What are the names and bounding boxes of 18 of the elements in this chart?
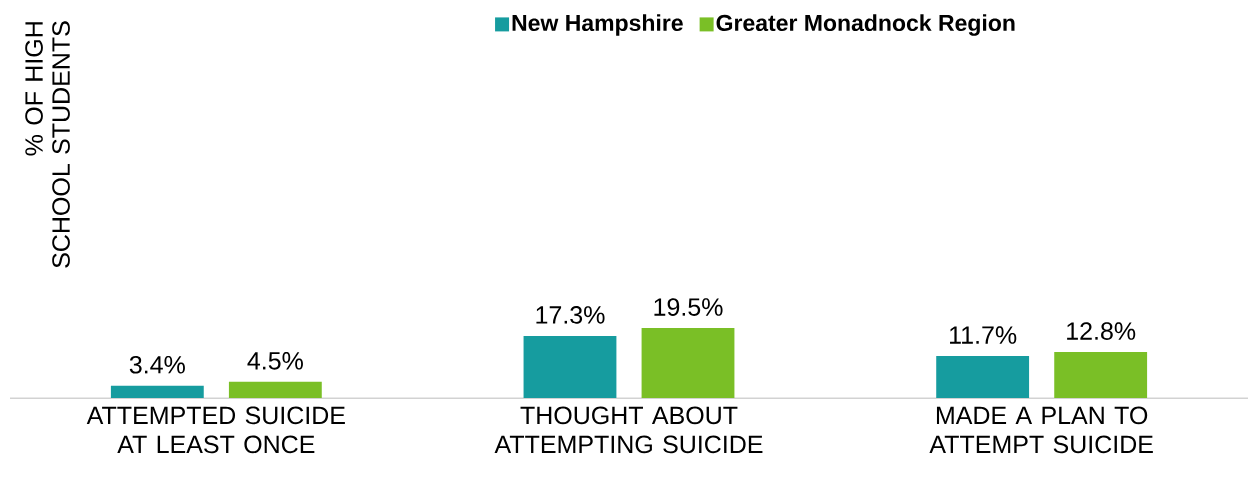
y-axis-title: % OF HIGH SCHOOL STUDENTS <box>25 21 70 268</box>
bar <box>1054 352 1148 398</box>
x-tick-label: ATTEMPTED SUICIDE AT LEAST ONCE <box>86 406 345 454</box>
data-label: 4.5% <box>247 352 303 370</box>
data-label: 11.7% <box>950 326 1017 344</box>
legend-label: New Hampshire <box>512 14 683 36</box>
bar <box>936 356 1030 398</box>
bar <box>523 335 617 398</box>
data-label: 17.3% <box>536 306 605 324</box>
x-tick-label: MADE A PLAN TO ATTEMPT SUICIDE <box>929 406 1153 454</box>
bar <box>110 385 204 398</box>
data-label: 12.8% <box>1067 322 1136 340</box>
legend-label: Greater Monadnock Region <box>716 14 1015 36</box>
data-label: 3.4% <box>129 355 185 374</box>
data-label: 19.5% <box>654 298 723 316</box>
bar <box>641 328 735 398</box>
bar <box>228 381 322 398</box>
x-tick-label: THOUGHT ABOUT ATTEMPTING SUICIDE <box>494 406 763 454</box>
